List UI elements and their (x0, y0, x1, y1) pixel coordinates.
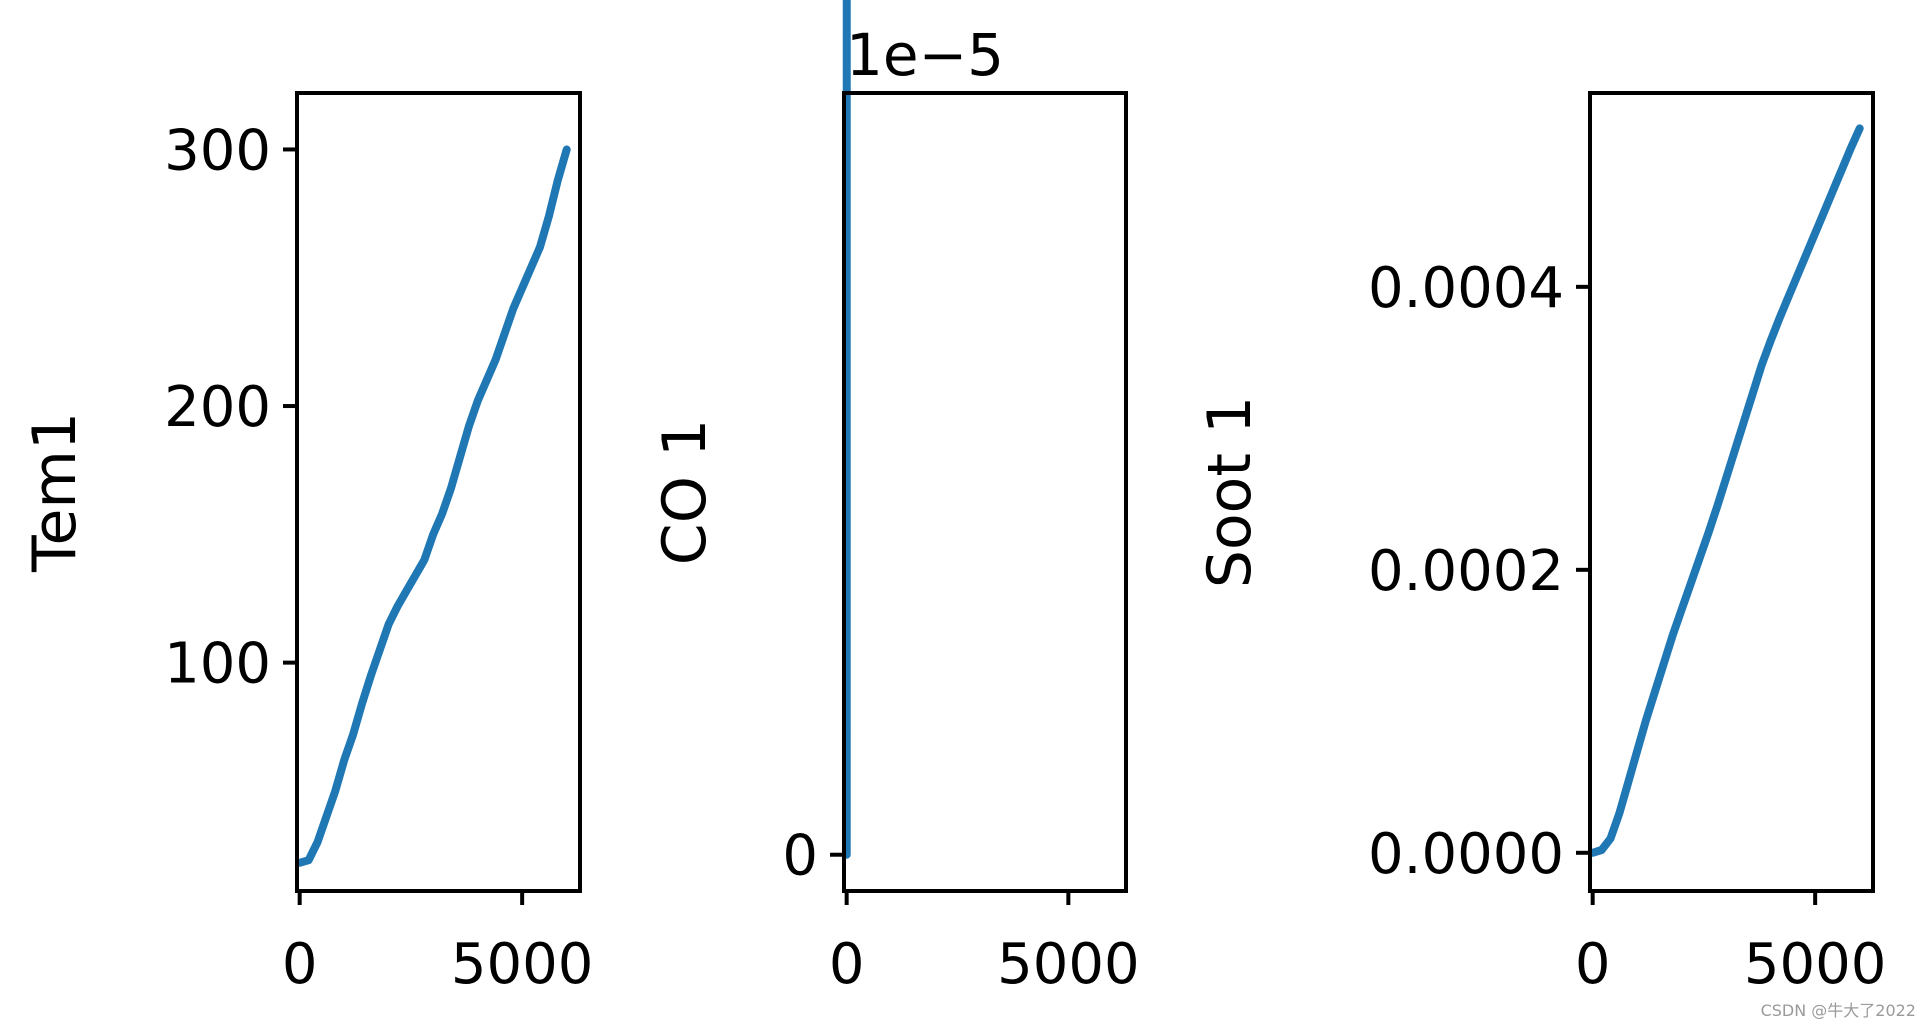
y-tick-label: 0.0002 (1368, 539, 1564, 604)
subplot-2: 0500002468CO 11e−5 (650, 0, 1140, 997)
plot-frame-3 (1588, 91, 1875, 893)
watermark: CSDN @牛大了2022 (1760, 1001, 1916, 1020)
x-tick-label: 0 (829, 932, 865, 997)
y-tick-label: 0.0000 (1368, 822, 1564, 887)
plot-frame-1 (295, 91, 582, 893)
series-line-3 (1588, 124, 1864, 857)
y-tick-label: 0 (782, 824, 818, 889)
y-offset-label: 1e−5 (846, 21, 1004, 89)
y-axis-label: Tem1 (20, 412, 90, 573)
x-tick-label: 5000 (1744, 932, 1887, 997)
x-tick-label: 0 (282, 932, 318, 997)
plot-frame-2 (842, 91, 1128, 893)
y-axis-label: Soot 1 (1195, 396, 1265, 588)
x-tick-label: 0 (1575, 932, 1611, 997)
y-tick-label: 100 (164, 632, 271, 697)
subplot-1: 0 5000 100 200 300 Tem1 (20, 91, 594, 997)
y-tick-label: 300 (164, 118, 271, 183)
subplot-3: 0 5000 0.0000 0.0002 0.0004 Soot 1 (1195, 91, 1887, 997)
y-axis-label: CO 1 (650, 419, 720, 565)
series-line-2 (847, 0, 1113, 864)
series-line-1 (295, 145, 571, 867)
x-tick-label: 5000 (997, 932, 1140, 997)
y-tick-label: 200 (164, 375, 271, 440)
x-tick-label: 5000 (451, 932, 594, 997)
y-tick-label: 0.0004 (1368, 256, 1564, 321)
